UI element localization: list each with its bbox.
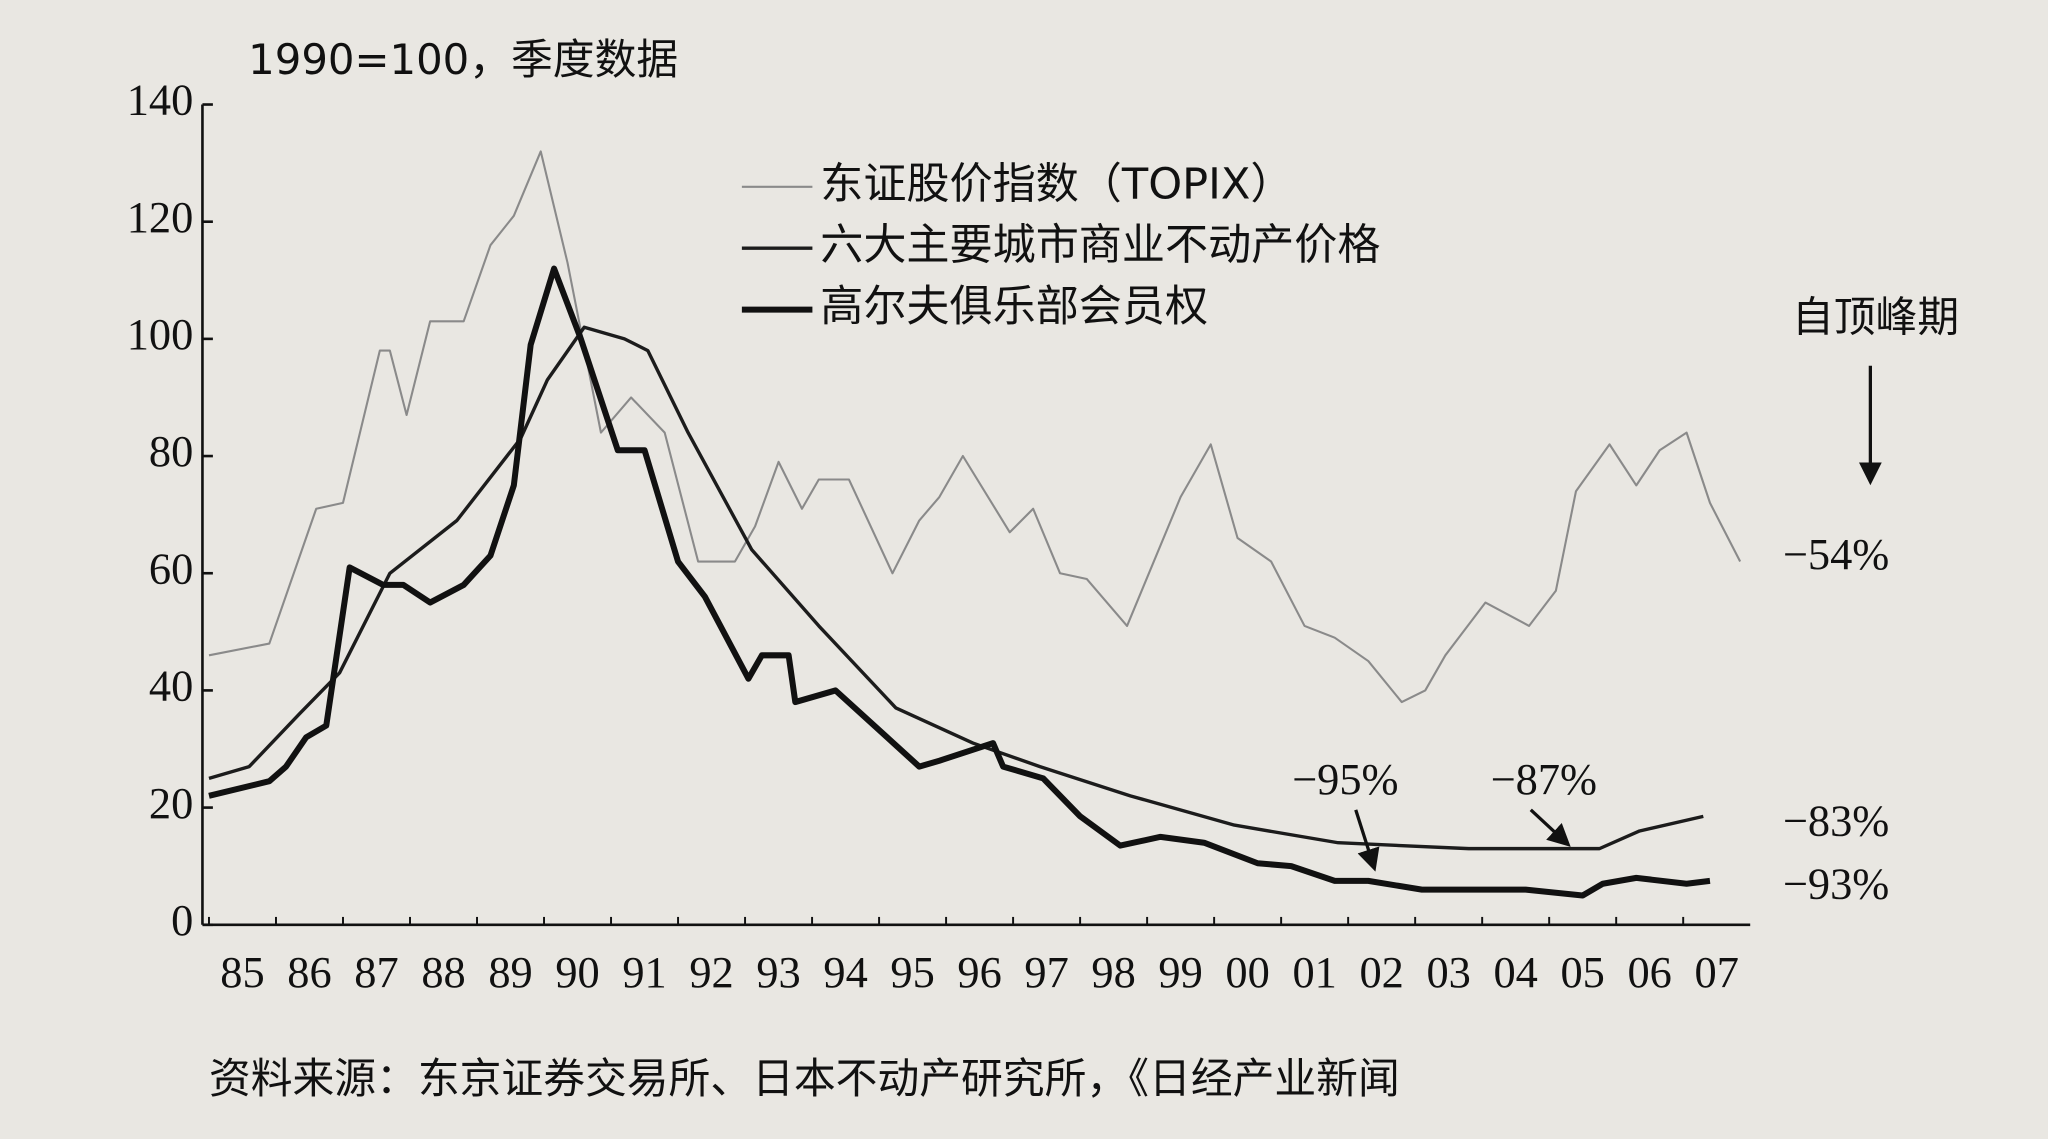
- x-tick-label: 99: [1158, 947, 1202, 997]
- y-tick-label: 140: [127, 75, 194, 125]
- x-tick-label: 02: [1359, 947, 1403, 997]
- x-tick-label: 03: [1426, 947, 1470, 997]
- series-line: [208, 325, 1704, 851]
- x-tick-label: 07: [1695, 947, 1739, 997]
- annotation: −83%: [1783, 796, 1889, 846]
- x-tick-label: 94: [823, 947, 867, 997]
- x-tick-label: 98: [1091, 947, 1135, 997]
- x-tick-label: 06: [1627, 947, 1671, 997]
- series-line: [208, 150, 1742, 704]
- legend-label: 六大主要城市商业不动产价格: [820, 221, 1380, 271]
- x-tick-label: 97: [1024, 947, 1068, 997]
- annotation-arrow: [1529, 808, 1571, 847]
- x-tick-label: 05: [1560, 947, 1604, 997]
- legend-label: 高尔夫俱乐部会员权: [820, 282, 1208, 332]
- source-note: 资料来源：东京证券交易所、日本不动产研究所，《日经产业新闻: [209, 1054, 1400, 1103]
- x-tick-label: 04: [1493, 947, 1537, 997]
- chart-title: 1990=100，季度数据: [248, 35, 678, 84]
- y-tick-label: 40: [149, 661, 193, 711]
- annotation: −95%: [1292, 754, 1398, 804]
- y-tick-label: 120: [127, 192, 194, 242]
- annotation: −54%: [1783, 529, 1889, 579]
- x-tick-label: 89: [488, 947, 532, 997]
- x-tick-label: 01: [1292, 947, 1336, 997]
- annotation: −87%: [1491, 754, 1597, 804]
- y-tick-label: 20: [149, 778, 193, 828]
- legend-label: 东证股价指数（TOPIX）: [820, 159, 1293, 209]
- x-tick-label: 85: [220, 947, 264, 997]
- annotation: −93%: [1783, 858, 1889, 908]
- annotation: 自顶峰期: [1792, 293, 1959, 342]
- x-tick-label: 86: [287, 947, 331, 997]
- y-tick-label: 60: [149, 543, 193, 593]
- x-tick-label: 96: [957, 947, 1001, 997]
- x-tick-label: 88: [421, 947, 465, 997]
- y-tick-label: 0: [171, 895, 193, 945]
- series-line: [208, 265, 1711, 899]
- x-tick-label: 90: [555, 947, 599, 997]
- x-tick-label: 00: [1225, 947, 1269, 997]
- x-tick-label: 91: [622, 947, 666, 997]
- y-tick-label: 100: [127, 309, 194, 359]
- x-tick-label: 92: [689, 947, 733, 997]
- x-tick-label: 95: [890, 947, 934, 997]
- x-tick-label: 87: [354, 947, 398, 997]
- annotation-arrow: [1354, 809, 1380, 872]
- y-tick-label: 80: [149, 426, 193, 476]
- x-tick-label: 93: [756, 947, 800, 997]
